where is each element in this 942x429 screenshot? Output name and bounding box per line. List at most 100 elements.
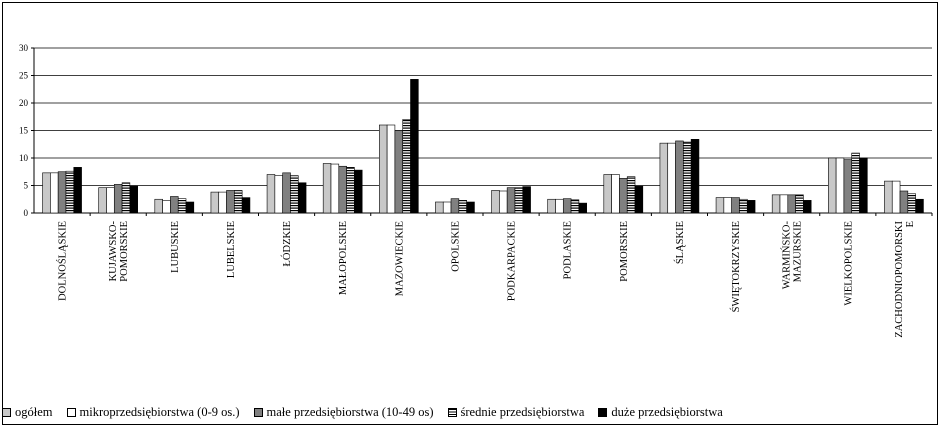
bar (563, 199, 571, 213)
x-tick-label: WARMIŃSKO- (781, 220, 793, 289)
bar (908, 194, 916, 213)
bar (668, 143, 676, 213)
bar (227, 190, 235, 213)
legend-item: małe przedsiębiorstwa (10-49 os) (254, 405, 434, 420)
bar (74, 167, 82, 213)
bar (716, 198, 724, 213)
bar (130, 186, 138, 213)
legend-item: ogółem (2, 405, 53, 420)
bar (732, 198, 740, 213)
bar (106, 188, 114, 213)
legend-swatch (254, 408, 263, 417)
legend-item: średnie przedsiębiorstwa (448, 405, 585, 420)
bar (515, 188, 523, 213)
y-tick-label: 15 (19, 126, 29, 136)
x-tick-label: PODLASKIE (563, 221, 574, 279)
bar (635, 186, 643, 213)
bar (122, 183, 130, 213)
bar (555, 199, 563, 213)
bar (612, 175, 620, 214)
y-tick-label: 20 (19, 98, 29, 108)
bar (211, 192, 219, 213)
bar (507, 188, 515, 213)
legend-label: średnie przedsiębiorstwa (461, 405, 585, 420)
y-tick-label: 0 (24, 208, 29, 218)
bar (492, 190, 500, 213)
bar (347, 167, 355, 213)
bar (58, 172, 66, 213)
bar (170, 197, 178, 214)
bar (387, 125, 395, 213)
legend-swatch (2, 408, 11, 417)
bar (339, 166, 347, 213)
x-tick-label: WIELKOPOLSKIE (843, 221, 854, 306)
bar (66, 171, 74, 213)
bar (395, 131, 403, 214)
x-tick-label: DOLNOŚLĄSKIE (57, 221, 69, 301)
y-tick-label: 25 (19, 71, 29, 81)
bar (619, 178, 627, 213)
bar (892, 181, 900, 213)
bar (283, 173, 291, 213)
legend-item: duże przedsiębiorstwa (598, 405, 722, 420)
bar (579, 203, 587, 213)
bar (163, 200, 171, 213)
bar (683, 142, 691, 213)
bar (780, 195, 788, 213)
x-tick-label: ŚLĄSKIE (674, 221, 686, 264)
bar (99, 188, 107, 213)
bar (836, 158, 844, 213)
bar (844, 160, 852, 213)
bar (788, 195, 796, 213)
x-tick-label: MAŁOPOLSKIE (338, 221, 349, 295)
x-tick-label: KUJAWSKO- (108, 220, 119, 281)
legend-swatch (67, 408, 76, 417)
x-axis-labels: DOLNOŚLĄSKIE KUJAWSKO- POMORSKIE LUBUSKIE LU… (57, 213, 932, 338)
x-tick-label: ŁÓDZKIE (281, 221, 293, 267)
bar (403, 120, 411, 214)
bar (739, 199, 747, 213)
bar (275, 176, 283, 213)
x-tick-label: ŚWIĘTOKRZYSKIE (730, 221, 742, 312)
legend-item: mikroprzedsiębiorstwa (0-9 os.) (67, 405, 240, 420)
bar (828, 158, 836, 213)
legend-label: duże przedsiębiorstwa (611, 405, 722, 420)
bar (772, 195, 780, 213)
x-tick-label: MAZURSKIE (793, 221, 804, 282)
bar (290, 176, 298, 213)
x-tick-label: PODKARPACKIE (507, 221, 518, 301)
bar (852, 153, 860, 213)
bar (323, 164, 331, 214)
bar (379, 125, 387, 213)
x-tick-label: MAZOWIECKIE (394, 221, 405, 296)
bar (451, 199, 459, 213)
x-tick-label: POMORSKIE (119, 221, 130, 282)
bar (627, 177, 635, 213)
bar (499, 191, 507, 213)
bar (604, 175, 612, 214)
bar (186, 202, 194, 213)
bar (660, 143, 668, 213)
bar (155, 199, 163, 213)
bar (178, 199, 186, 213)
bar (234, 190, 242, 213)
bar (50, 173, 58, 213)
bar (242, 198, 250, 213)
bar (219, 192, 227, 213)
bar (571, 200, 579, 213)
legend-label: ogółem (15, 405, 53, 420)
bar (900, 191, 908, 213)
legend-label: mikroprzedsiębiorstwa (0-9 os.) (80, 405, 240, 420)
bar (796, 195, 804, 213)
legend-swatch (598, 408, 607, 417)
y-tick-label: 10 (19, 153, 29, 163)
bar (548, 199, 556, 213)
legend-swatch (448, 408, 457, 417)
legend: ogółem mikroprzedsiębiorstwa (0-9 os.) mał… (2, 398, 882, 426)
x-tick-label: LUBUSKIE (170, 221, 181, 273)
legend-label: małe przedsiębiorstwa (10-49 os) (267, 405, 434, 420)
bar (267, 175, 275, 214)
y-tick-label: 30 (19, 43, 29, 53)
bar (331, 164, 339, 213)
